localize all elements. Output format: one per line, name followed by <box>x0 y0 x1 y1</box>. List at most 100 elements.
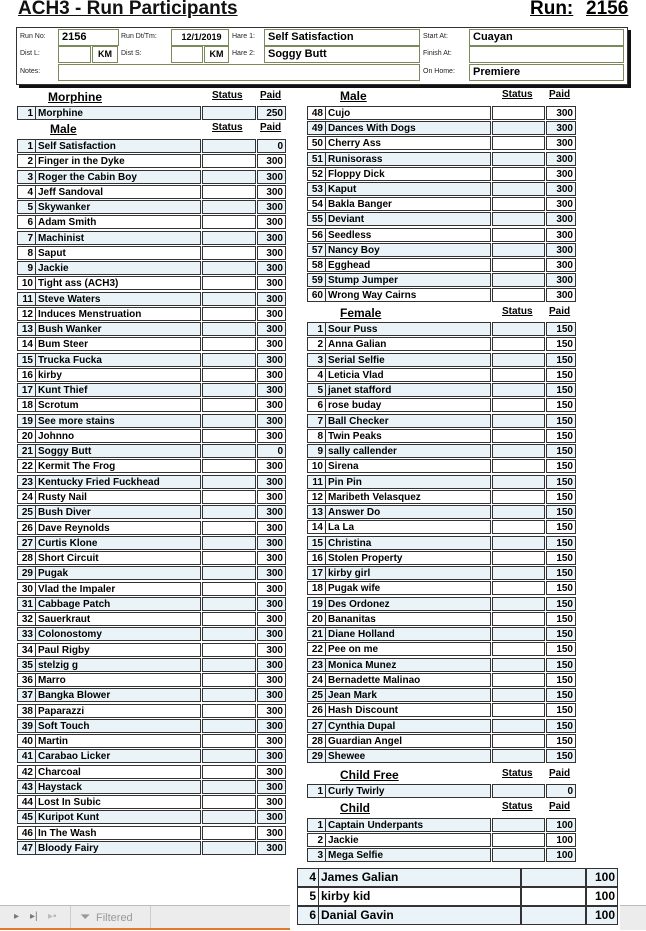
participant-name[interactable]: Morphine <box>35 106 201 120</box>
participant-name[interactable]: Seedless <box>325 227 491 242</box>
paid-cell[interactable]: 300 <box>257 184 286 199</box>
participant-name[interactable]: Bernadette Malinao <box>325 672 491 687</box>
status-cell[interactable] <box>202 306 256 321</box>
paid-cell[interactable]: 150 <box>546 733 576 748</box>
status-cell[interactable] <box>202 505 256 520</box>
status-cell[interactable] <box>202 566 256 581</box>
paid-cell[interactable]: 150 <box>546 581 576 596</box>
status-cell[interactable] <box>492 428 545 443</box>
status-cell[interactable] <box>202 749 256 764</box>
participant-name[interactable]: Johnno <box>35 428 201 443</box>
paid-cell[interactable]: 300 <box>257 642 286 657</box>
paid-cell[interactable]: 150 <box>546 657 576 672</box>
participant-name[interactable]: Tight ass (ACH3) <box>35 276 201 291</box>
participant-name[interactable]: Soggy Butt <box>35 444 201 459</box>
participant-name[interactable]: Lost In Subic <box>35 795 201 810</box>
participant-name[interactable]: Christina <box>325 535 491 550</box>
paid-cell[interactable]: 0 <box>257 444 286 459</box>
paid-cell[interactable]: 150 <box>546 459 576 474</box>
paid-cell[interactable]: 300 <box>257 154 286 169</box>
paid-cell[interactable]: 150 <box>546 718 576 733</box>
paid-cell[interactable]: 100 <box>546 818 576 832</box>
status-cell[interactable] <box>202 444 256 459</box>
status-cell[interactable] <box>202 489 256 504</box>
status-cell[interactable] <box>202 642 256 657</box>
paid-cell[interactable]: 150 <box>546 596 576 611</box>
paid-cell[interactable]: 150 <box>546 428 576 443</box>
status-cell[interactable] <box>202 657 256 672</box>
paid-cell[interactable]: 300 <box>257 230 286 245</box>
paid-cell[interactable]: 300 <box>546 151 576 166</box>
paid-cell[interactable]: 300 <box>546 166 576 181</box>
paid-cell[interactable]: 150 <box>546 688 576 702</box>
paid-cell[interactable]: 300 <box>257 581 286 596</box>
paid-cell[interactable]: 300 <box>257 596 286 611</box>
paid-cell[interactable]: 150 <box>546 352 576 367</box>
status-cell[interactable] <box>492 459 545 474</box>
participant-name[interactable]: Pugak wife <box>325 581 491 596</box>
paid-cell[interactable]: 300 <box>257 566 286 581</box>
paid-cell[interactable]: 300 <box>257 520 286 535</box>
paid-cell[interactable]: 150 <box>546 505 576 519</box>
paid-cell[interactable]: 300 <box>257 306 286 321</box>
participant-name[interactable]: Mega Selfie <box>325 848 491 863</box>
paid-cell[interactable]: 150 <box>546 337 576 352</box>
status-cell[interactable] <box>202 627 256 642</box>
status-cell[interactable] <box>202 352 256 367</box>
participant-name[interactable]: Pin Pin <box>325 474 491 489</box>
participant-name[interactable]: Kuripot Kunt <box>35 810 201 825</box>
status-cell[interactable] <box>492 848 545 863</box>
participant-name[interactable]: Nancy Boy <box>325 242 491 257</box>
status-cell[interactable] <box>521 887 586 906</box>
status-cell[interactable] <box>492 367 545 382</box>
participant-name[interactable]: Wrong Way Cairns <box>325 288 491 303</box>
status-cell[interactable] <box>202 154 256 169</box>
dist-l-field[interactable] <box>58 46 91 63</box>
participant-name[interactable]: Jean Mark <box>325 688 491 702</box>
hare1-field[interactable]: Self Satisfaction <box>264 29 420 46</box>
participant-name[interactable]: Cabbage Patch <box>35 596 201 611</box>
participant-name[interactable]: rose buday <box>325 398 491 413</box>
status-cell[interactable] <box>202 596 256 611</box>
paid-cell[interactable]: 300 <box>257 673 286 688</box>
participant-name[interactable]: Ball Checker <box>325 413 491 428</box>
paid-cell[interactable]: 300 <box>546 182 576 196</box>
paid-cell[interactable]: 300 <box>257 322 286 337</box>
paid-cell[interactable]: 300 <box>257 337 286 352</box>
status-cell[interactable] <box>202 200 256 215</box>
paid-cell[interactable]: 100 <box>586 906 618 925</box>
paid-cell[interactable]: 300 <box>546 258 576 272</box>
paid-cell[interactable]: 150 <box>546 383 576 397</box>
participant-name[interactable]: kirby kid <box>318 887 521 906</box>
status-cell[interactable] <box>492 151 545 166</box>
paid-cell[interactable]: 300 <box>257 169 286 184</box>
status-cell[interactable] <box>492 121 545 136</box>
status-cell[interactable] <box>492 627 545 641</box>
participant-name[interactable]: Roger the Cabin Boy <box>35 169 201 184</box>
participant-name[interactable]: Bush Diver <box>35 505 201 520</box>
status-cell[interactable] <box>202 795 256 810</box>
status-cell[interactable] <box>492 413 545 428</box>
participant-name[interactable]: Runisorass <box>325 151 491 166</box>
participant-name[interactable]: Answer Do <box>325 505 491 519</box>
paid-cell[interactable]: 150 <box>546 535 576 550</box>
paid-cell[interactable]: 300 <box>257 398 286 413</box>
status-cell[interactable] <box>492 688 545 702</box>
status-cell[interactable] <box>492 106 545 120</box>
participant-name[interactable]: Anna Galian <box>325 337 491 352</box>
status-cell[interactable] <box>202 337 256 352</box>
participant-name[interactable]: Des Ordonez <box>325 596 491 611</box>
start-field[interactable]: Cuayan <box>469 29 624 46</box>
status-cell[interactable] <box>492 833 545 848</box>
participant-name[interactable]: Adam Smith <box>35 215 201 230</box>
status-cell[interactable] <box>202 612 256 627</box>
paid-cell[interactable]: 300 <box>257 200 286 215</box>
participant-name[interactable]: La La <box>325 520 491 535</box>
participant-name[interactable]: Dave Reynolds <box>35 520 201 535</box>
participant-name[interactable]: kirby <box>35 367 201 382</box>
participant-name[interactable]: Deviant <box>325 212 491 227</box>
status-cell[interactable] <box>492 489 545 504</box>
status-cell[interactable] <box>202 413 256 428</box>
paid-cell[interactable]: 300 <box>257 459 286 474</box>
paid-cell[interactable]: 300 <box>257 627 286 642</box>
